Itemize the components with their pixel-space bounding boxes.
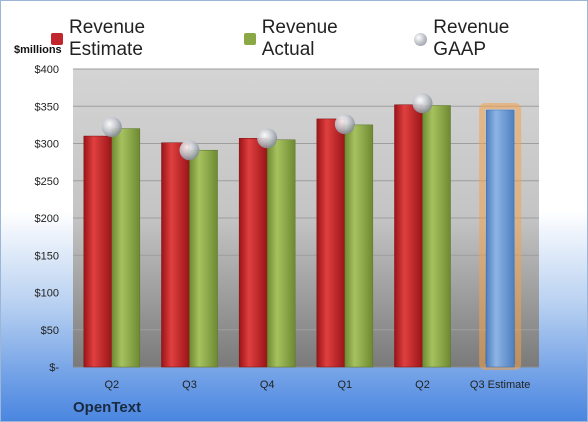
legend-swatch-actual bbox=[243, 33, 256, 45]
bar-revenue-actual bbox=[189, 149, 218, 368]
bar-revenue-estimate bbox=[316, 118, 346, 368]
y-tick-label: $50 bbox=[41, 325, 59, 337]
marker-revenue-gaap bbox=[257, 128, 278, 149]
marker-revenue-gaap bbox=[412, 93, 433, 114]
x-tick-label: Q2 bbox=[104, 379, 119, 391]
y-tick-label: $350 bbox=[35, 101, 59, 113]
company-name: OpenText bbox=[73, 399, 142, 416]
legend-label-estimate: Revenue Estimate bbox=[68, 17, 146, 60]
bar-revenue-estimate-forecast bbox=[485, 109, 515, 368]
y-tick-label: $400 bbox=[35, 64, 59, 76]
bar-revenue-actual bbox=[111, 128, 141, 368]
chart-legend: Revenue Estimate Revenue Actual Revenue … bbox=[51, 17, 587, 61]
legend-label-actual: Revenue Actual bbox=[261, 17, 338, 60]
y-axis-units-label: $millions bbox=[14, 44, 62, 56]
legend-item-gaap: Revenue GAAP bbox=[414, 17, 567, 61]
bar-revenue-estimate bbox=[161, 142, 190, 368]
y-tick-label: $200 bbox=[35, 213, 59, 225]
bar-revenue-estimate bbox=[394, 104, 423, 368]
x-tick-label: Q1 bbox=[337, 379, 352, 391]
bar-revenue-actual bbox=[266, 139, 296, 368]
marker-revenue-gaap bbox=[101, 117, 122, 138]
x-tick-label: Q3 Estimate bbox=[470, 379, 531, 391]
x-tick-label: Q2 bbox=[415, 379, 430, 391]
y-tick-label: $300 bbox=[35, 139, 59, 151]
y-tick-label: $150 bbox=[35, 250, 59, 262]
marker-revenue-gaap bbox=[179, 140, 200, 161]
bar-revenue-actual bbox=[422, 105, 451, 368]
marker-revenue-gaap bbox=[334, 114, 355, 135]
legend-swatch-estimate bbox=[51, 33, 63, 45]
y-tick-label: $- bbox=[49, 362, 59, 374]
legend-item-estimate: Revenue Estimate bbox=[51, 17, 224, 61]
bar-revenue-actual bbox=[344, 124, 374, 368]
legend-marker-gaap bbox=[414, 32, 428, 46]
x-tick-label: Q4 bbox=[260, 379, 275, 391]
y-tick-label: $250 bbox=[35, 176, 59, 188]
y-tick-label: $100 bbox=[35, 288, 59, 300]
bar-revenue-estimate bbox=[83, 135, 113, 368]
legend-item-actual: Revenue Actual bbox=[243, 17, 395, 61]
legend-label-gaap: Revenue GAAP bbox=[433, 17, 510, 60]
x-tick-label: Q3 bbox=[182, 379, 197, 391]
bar-revenue-estimate bbox=[238, 138, 268, 368]
